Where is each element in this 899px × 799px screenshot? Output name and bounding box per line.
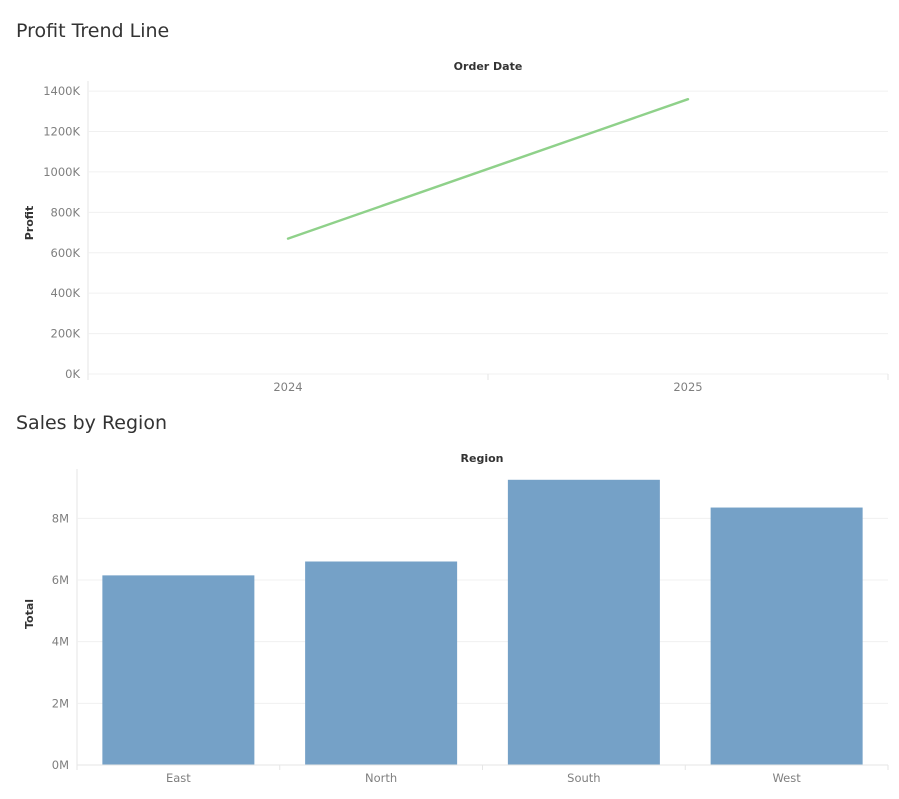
sales-bar [102,575,255,765]
profit-y-axis-title: Profit [23,206,36,240]
sales-x-tick-label: West [772,771,801,785]
sales-column-header: Region [461,452,504,465]
profit-column-header: Order Date [454,60,523,73]
profit-plot-area [286,97,690,240]
sales-bars [102,479,863,765]
profit-y-tick-label: 1400K [43,84,80,98]
sales-y-tick-label: 4M [52,635,69,649]
sales-y-tick-label: 8M [52,511,69,525]
profit-trend-chart: Order Date Profit 0K 200K 400K 600K 800K 1000… [23,60,889,394]
sales-y-tick-label: 0M [52,758,69,772]
profit-y-tick-label: 800K [51,205,81,219]
sales-bar [710,507,863,765]
profit-chart-title: Profit Trend Line [16,20,170,42]
sales-chart-title: Sales by Region [16,412,167,434]
profit-y-tick-label: 1200K [43,125,80,139]
sales-x-axis: East North South West [76,764,889,785]
sales-x-tick-label: East [166,771,191,785]
profit-y-tick-label: 1000K [43,165,80,179]
sales-bar [507,479,660,765]
profit-gridlines [87,81,888,375]
sales-y-axis: 0M 2M 4M 6M 8M [52,511,69,772]
profit-y-axis: 0K 200K 400K 600K 800K 1000K 1200K 1400K [43,84,80,381]
profit-x-tick-label: 2025 [673,380,702,394]
sales-y-tick-label: 2M [52,696,69,710]
sales-by-region-chart: Region Total 0M 2M 4M 6M 8M East North South We… [23,452,889,785]
profit-trend-line [286,97,690,240]
sales-y-axis-title: Total [23,599,36,629]
profit-y-tick-label: 0K [65,367,80,381]
profit-y-tick-label: 600K [51,246,81,260]
sales-x-tick-label: South [567,771,600,785]
profit-y-tick-label: 400K [51,286,81,300]
profit-y-tick-label: 200K [51,327,81,341]
sales-x-tick-label: North [365,771,397,785]
profit-x-axis: 2024 2025 [87,374,889,394]
sales-y-tick-label: 6M [52,573,69,587]
sales-bar [305,561,458,765]
profit-x-tick-label: 2024 [273,380,302,394]
